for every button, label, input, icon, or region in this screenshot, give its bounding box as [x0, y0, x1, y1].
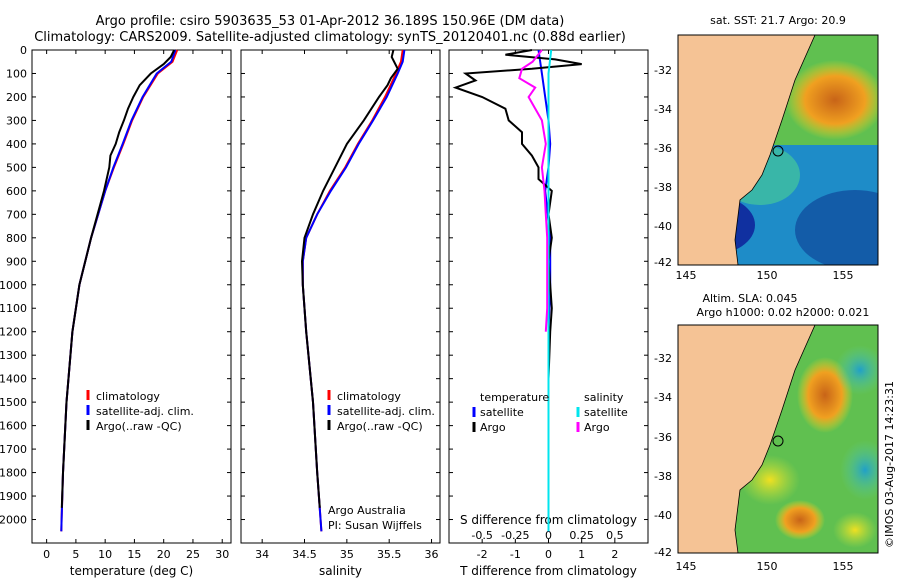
sla-map-lat-label: -36 — [654, 431, 672, 444]
depth-tick-label: 1300 — [0, 349, 27, 362]
t-diff-tick-label: -1 — [510, 548, 521, 561]
salinity-legend-label: Argo(..raw -QC) — [337, 420, 423, 433]
salinity-xlabel: salinity — [319, 564, 362, 578]
sst-map-lat-label: -40 — [654, 220, 672, 233]
salinity-annotation: PI: Susan Wijffels — [328, 519, 422, 532]
t-diff-xlabel: T difference from climatology — [459, 564, 637, 578]
sla-map-title-1: Altim. SLA: 0.045 — [702, 292, 798, 305]
sst-map-lat-label: -36 — [654, 142, 672, 155]
depth-tick-label: 0 — [20, 44, 27, 57]
sla-map-lat-label: -38 — [654, 470, 672, 483]
s-diff-tick-label: 0.25 — [569, 529, 594, 542]
t-diff-tick-label: -2 — [477, 548, 488, 561]
sst-map-lon-label: 150 — [757, 269, 778, 282]
depth-tick-label: 1200 — [0, 326, 27, 339]
temperature-frame — [31, 49, 232, 544]
sla-map-lon-label: 155 — [833, 560, 854, 573]
x-tick-label: 10 — [98, 548, 112, 561]
temperature-legend-label: satellite-adj. clim. — [96, 405, 194, 418]
salinity-series-3 — [300, 49, 399, 508]
x-tick-label: 30 — [215, 548, 229, 561]
x-tick-label: 35.5 — [377, 548, 402, 561]
temperature-legend-label: climatology — [96, 390, 160, 403]
s-diff-tick-label: -0.5 — [471, 529, 492, 542]
depth-tick-label: 1600 — [0, 420, 27, 433]
x-tick-label: 35 — [340, 548, 354, 561]
depth-tick-label: 700 — [6, 208, 27, 221]
temperature-legend-label: Argo(..raw -QC) — [96, 420, 182, 433]
x-tick-label: 34.5 — [292, 548, 317, 561]
difference-legend-label: satellite — [480, 406, 524, 419]
difference-legend-label: temperature — [480, 391, 549, 404]
depth-tick-label: 800 — [6, 232, 27, 245]
salinity-frame — [240, 49, 441, 544]
sla-map-title-2: Argo h1000: 0.02 h2000: 0.021 — [696, 306, 870, 319]
depth-tick-label: 1800 — [0, 467, 27, 480]
depth-tick-label: 500 — [6, 161, 27, 174]
x-tick-label: 34 — [255, 548, 269, 561]
sst-map-lat-label: -34 — [654, 103, 672, 116]
depth-tick-label: 100 — [6, 67, 27, 80]
difference-legend-label: salinity — [584, 391, 624, 404]
difference-series-4 — [518, 49, 549, 332]
difference-legend-label: Argo — [480, 421, 506, 434]
depth-tick-label: 2000 — [0, 514, 27, 527]
difference-legend-label: Argo — [584, 421, 610, 434]
sla-map-lat-label: -40 — [654, 509, 672, 522]
t-diff-tick-label: 2 — [611, 548, 618, 561]
depth-tick-label: 1700 — [0, 443, 27, 456]
t-diff-tick-label: 1 — [578, 548, 585, 561]
temperature-xlabel: temperature (deg C) — [70, 564, 193, 578]
sla-map-lat-label: -42 — [654, 546, 672, 559]
sla-map-lon-label: 145 — [676, 560, 697, 573]
sst-map-frame — [677, 34, 879, 266]
salinity-series-1 — [301, 49, 404, 532]
sla-map-image — [678, 325, 878, 553]
title-line-1: Argo profile: csiro 5903635_53 01-Apr-20… — [95, 14, 565, 29]
s-diff-tick-label: -0.25 — [501, 529, 529, 542]
salinity-legend-label: satellite-adj. clim. — [337, 405, 435, 418]
sst-map-lat-label: -38 — [654, 181, 672, 194]
salinity-series-2 — [301, 49, 406, 532]
copyright-stamp: ©IMOS 03-Aug-2017 14:23:31 — [883, 381, 896, 548]
x-tick-label: 15 — [127, 548, 141, 561]
temperature-series-3 — [60, 49, 176, 508]
depth-tick-label: 200 — [6, 91, 27, 104]
sla-map-lat-label: -32 — [654, 352, 672, 365]
t-diff-tick-label: 0 — [545, 548, 552, 561]
s-diff-tick-label: 0.5 — [606, 529, 624, 542]
depth-tick-label: 400 — [6, 138, 27, 151]
x-tick-label: 5 — [72, 548, 79, 561]
sla-map-lon-label: 150 — [757, 560, 778, 573]
depth-tick-label: 1900 — [0, 490, 27, 503]
x-tick-label: 0 — [43, 548, 50, 561]
sst-map-lon-label: 145 — [676, 269, 697, 282]
salinity-annotation: Argo Australia — [328, 504, 406, 517]
x-tick-label: 25 — [186, 548, 200, 561]
depth-tick-label: 1100 — [0, 302, 27, 315]
title-line-2: Climatology: CARS2009. Satellite-adjuste… — [34, 30, 626, 45]
sst-map-lat-label: -42 — [654, 256, 672, 269]
x-tick-label: 20 — [157, 548, 171, 561]
depth-tick-label: 1000 — [0, 279, 27, 292]
sst-map-title: sat. SST: 21.7 Argo: 20.9 — [710, 14, 846, 27]
s-diff-tick-label: 0 — [545, 529, 552, 542]
salinity-legend-label: climatology — [337, 390, 401, 403]
difference-series-3 — [547, 49, 553, 532]
sla-map-frame — [677, 324, 879, 554]
x-tick-label: 36 — [425, 548, 439, 561]
depth-tick-label: 300 — [6, 114, 27, 127]
sla-map-lat-label: -34 — [654, 391, 672, 404]
depth-tick-label: 600 — [6, 185, 27, 198]
depth-tick-label: 1400 — [0, 373, 27, 386]
sst-map-lat-label: -32 — [654, 64, 672, 77]
depth-tick-label: 1500 — [0, 396, 27, 409]
sst-map-lon-label: 155 — [833, 269, 854, 282]
depth-tick-label: 900 — [6, 255, 27, 268]
sst-map-image — [678, 35, 878, 265]
difference-legend-label: satellite — [584, 406, 628, 419]
